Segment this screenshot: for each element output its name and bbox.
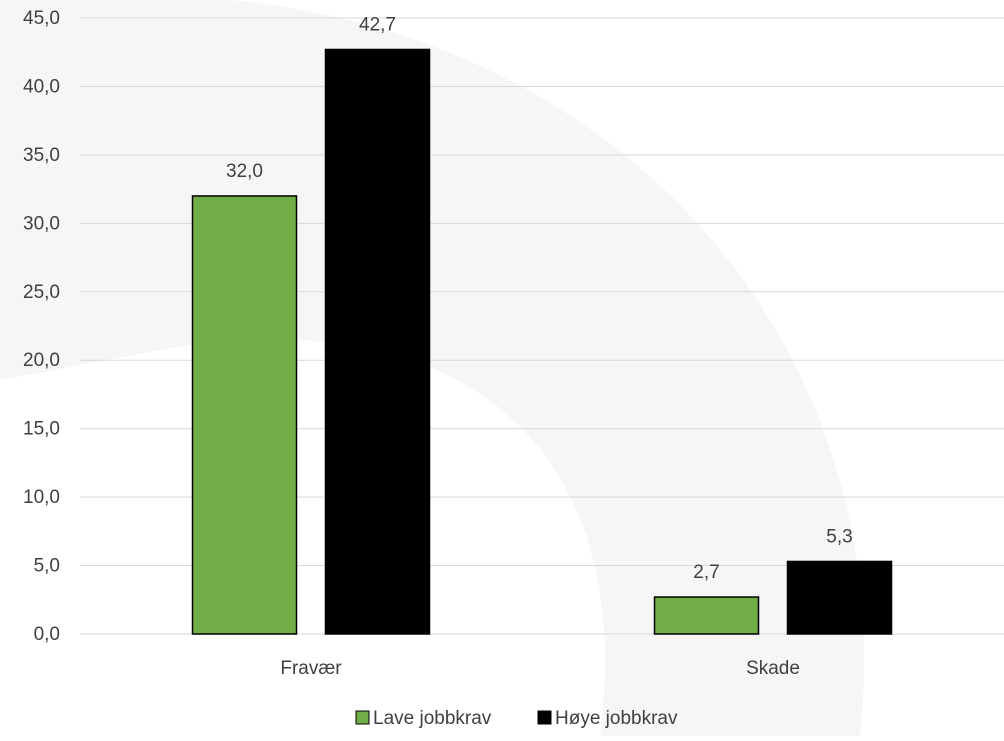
data-label: 5,3 — [826, 526, 852, 547]
y-axis: 0,0 5,0 10,0 15,0 20,0 25,0 30,0 35,0 40,0 45,0 — [23, 8, 60, 645]
bar-lave-1 — [653, 596, 760, 635]
y-tick-label: 45,0 — [23, 8, 60, 29]
category-label: Fravær — [280, 658, 342, 679]
legend-label: Høye jobbkrav — [555, 708, 678, 729]
watermark-arc — [0, 0, 864, 736]
y-tick-label: 30,0 — [23, 213, 60, 234]
data-label: 42,7 — [359, 14, 396, 35]
bar-lave-0 — [191, 195, 298, 635]
data-label: 2,7 — [693, 562, 719, 583]
legend: Lave jobbkrav Høye jobbkrav — [355, 708, 678, 729]
category-label: Skade — [746, 658, 800, 679]
y-tick-label: 0,0 — [34, 624, 60, 645]
y-tick-label: 20,0 — [23, 350, 60, 371]
legend-swatch — [355, 710, 370, 725]
bar-hoye-1 — [786, 560, 893, 635]
y-tick-label: 15,0 — [23, 419, 60, 440]
y-tick-label: 5,0 — [34, 556, 60, 577]
x-axis: Fravær Skade — [280, 658, 800, 679]
bar-hoye-0 — [324, 48, 431, 635]
y-tick-label: 35,0 — [23, 145, 60, 166]
legend-label: Lave jobbkrav — [373, 708, 492, 729]
y-tick-label: 25,0 — [23, 282, 60, 303]
y-tick-label: 10,0 — [23, 487, 60, 508]
bars — [191, 48, 893, 635]
data-labels: 32,0 42,7 2,7 5,3 — [226, 14, 853, 583]
y-tick-label: 40,0 — [23, 76, 60, 97]
legend-swatch — [537, 710, 552, 725]
data-label: 32,0 — [226, 161, 263, 182]
